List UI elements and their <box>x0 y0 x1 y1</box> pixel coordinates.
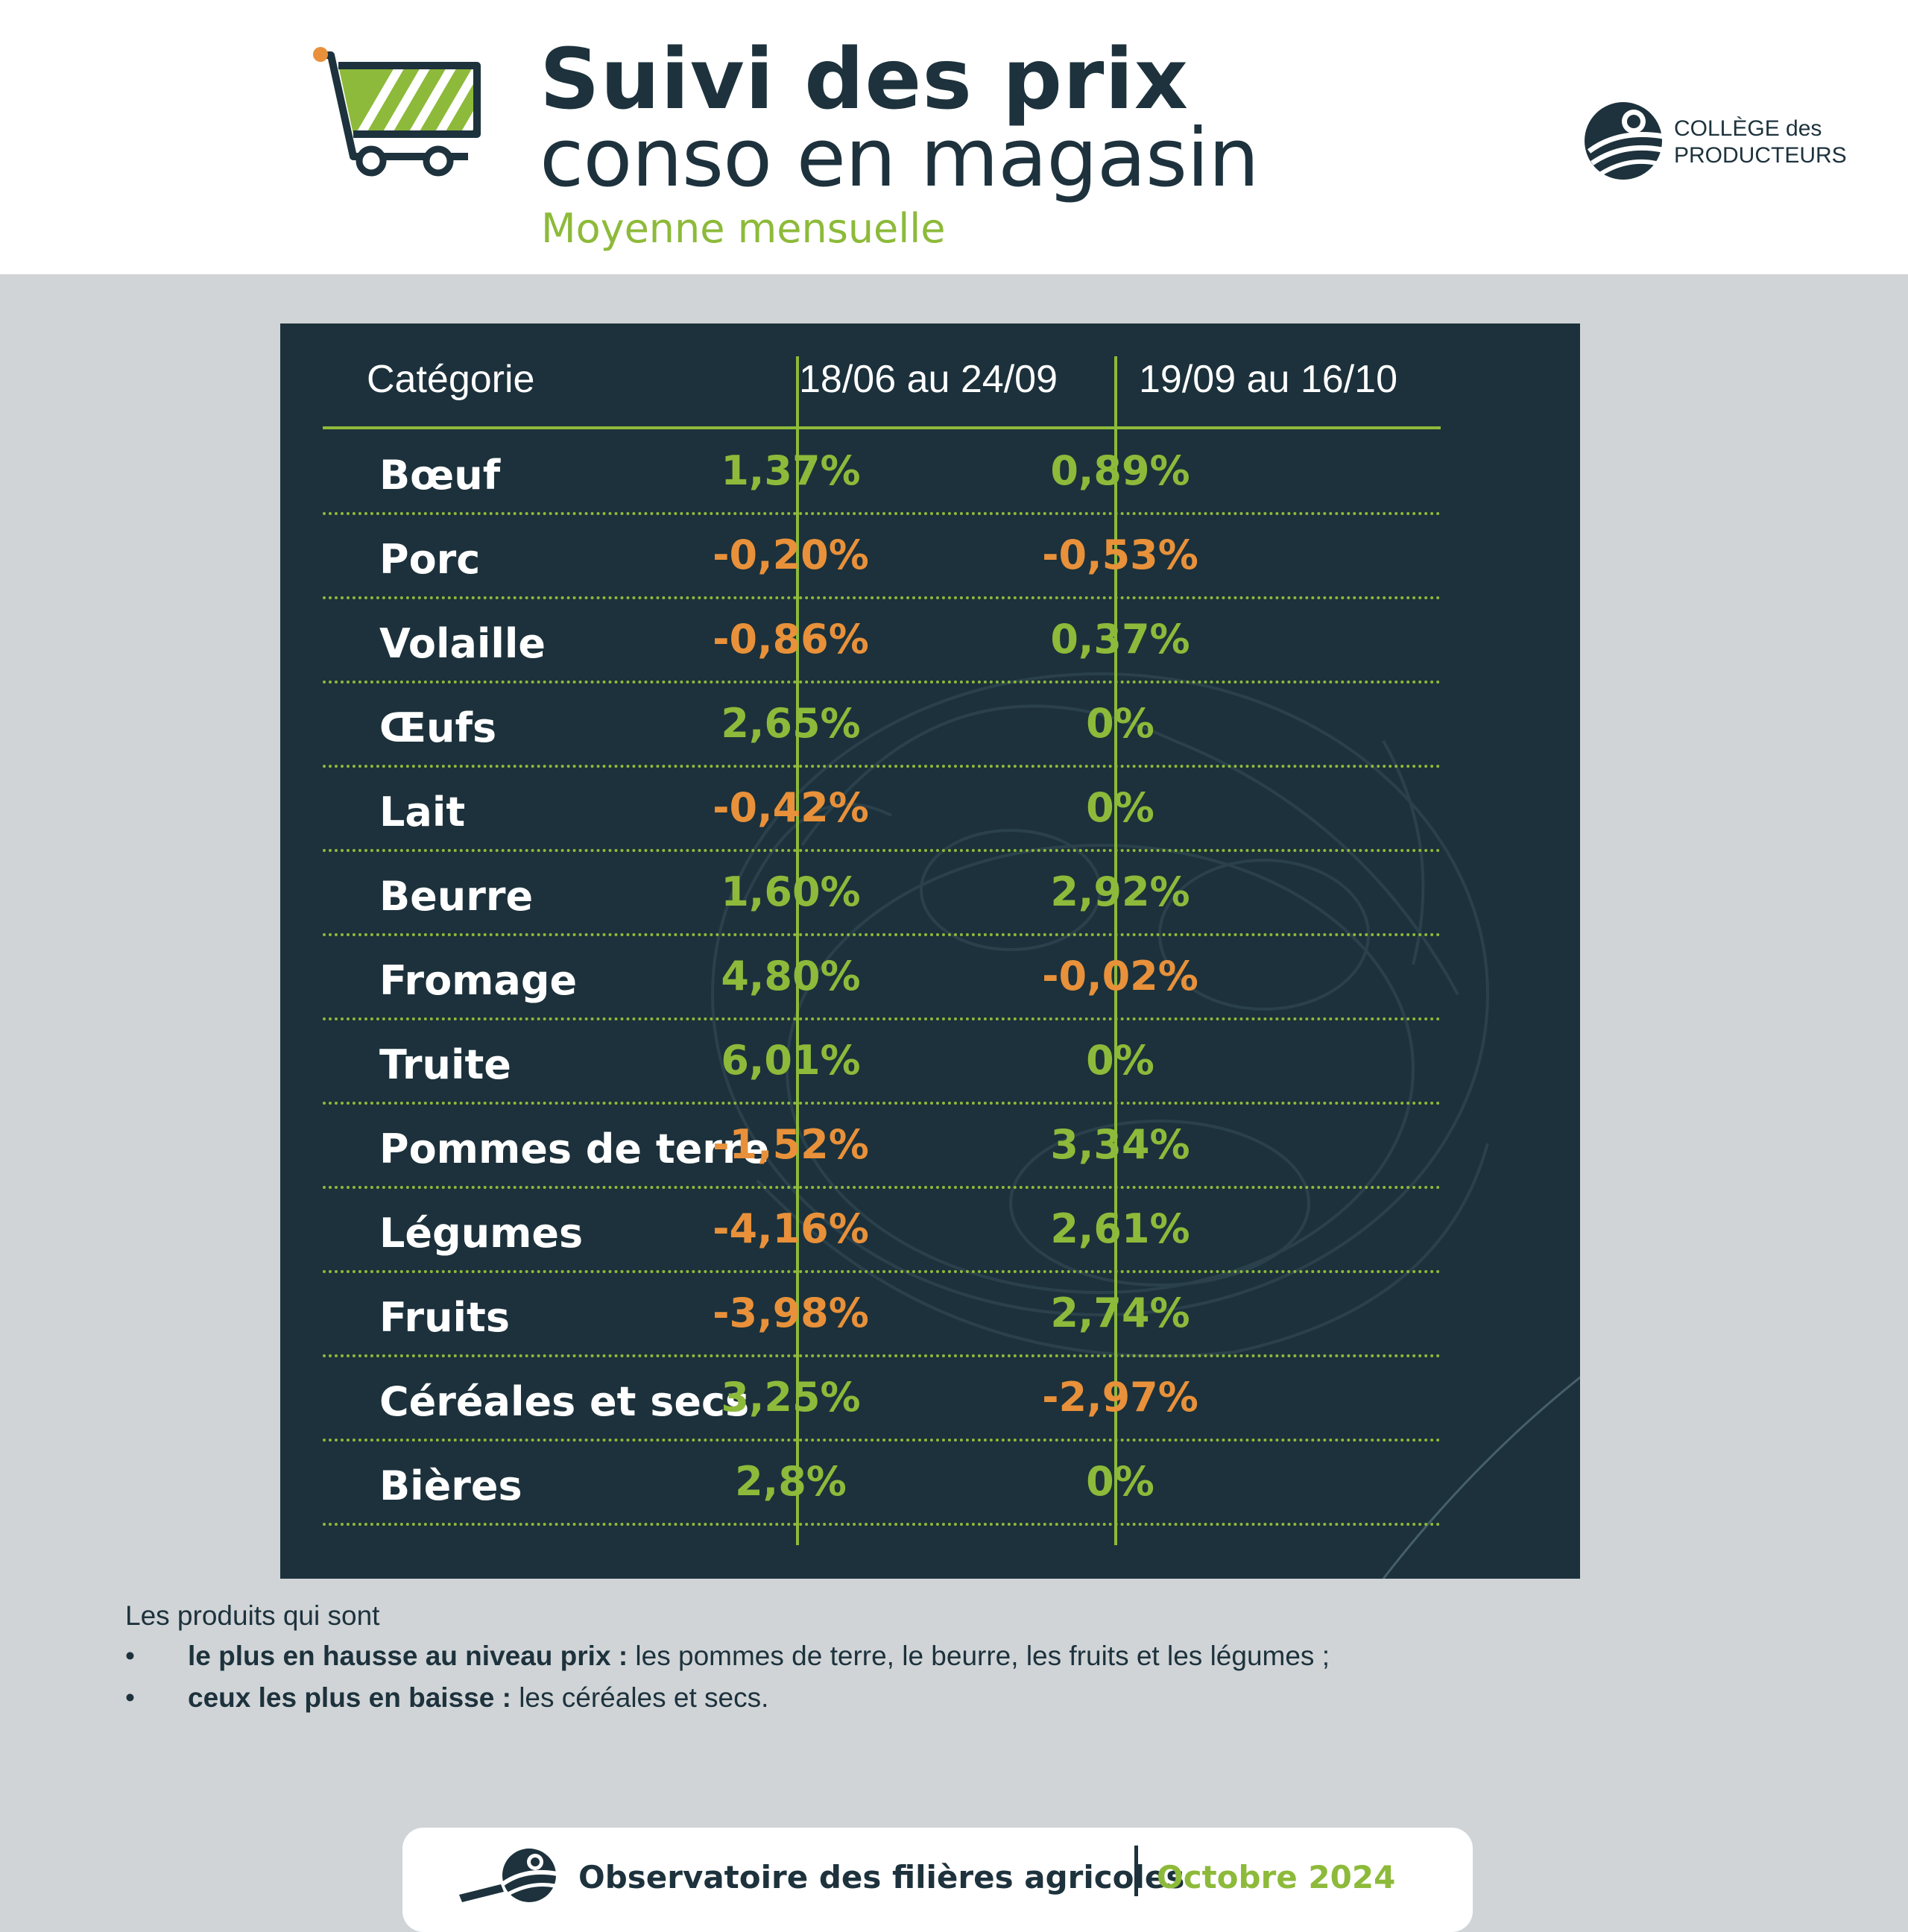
period-2-value: 3,34% <box>1050 1121 1190 1168</box>
table-row: Beurre 1,60% 2,92% <box>323 852 1441 936</box>
price-table-panel: Catégorie 18/06 au 24/09 19/09 au 16/10 … <box>280 323 1580 1579</box>
note-1-bold: le plus en hausse au niveau prix : <box>188 1641 628 1671</box>
footer-label: Observatoire des filières agricoles <box>578 1859 1185 1895</box>
table-row: Fruits -3,98% 2,74% <box>323 1273 1441 1357</box>
period-2-value: 0% <box>1086 784 1154 831</box>
observatoire-logo-icon <box>459 1849 558 1902</box>
footer-separator <box>1134 1846 1138 1896</box>
period-1-value: 4,80% <box>721 953 861 1000</box>
table-row: Bœuf 1,37% 0,89% <box>323 431 1441 515</box>
page-subtitle: Moyenne mensuelle <box>541 205 946 252</box>
period-2-value: 2,61% <box>1050 1205 1190 1252</box>
period-1-value: -1,52% <box>713 1121 869 1168</box>
period-2-value: 2,92% <box>1050 868 1190 915</box>
period-1-value: 3,25% <box>721 1374 861 1421</box>
footer: Observatoire des filières agricoles Octo… <box>402 1828 1473 1932</box>
period-2-value: 0% <box>1086 1037 1154 1084</box>
college-logo-icon <box>1585 102 1664 180</box>
column-header-period-2: 19/09 au 16/10 <box>1139 358 1397 401</box>
period-1-value: -0,20% <box>713 531 869 578</box>
notes-intro: Les produits qui sont <box>125 1600 380 1631</box>
period-1-value: 6,01% <box>721 1037 861 1084</box>
period-1-value: 1,37% <box>721 447 861 494</box>
header-divider <box>323 426 1441 429</box>
column-header-category: Catégorie <box>367 358 535 401</box>
shopping-cart-icon <box>313 47 481 177</box>
column-divider-2 <box>1114 356 1117 1545</box>
table-row: Fromage 4,80% -0,02% <box>323 936 1441 1020</box>
page-title: Suivi des prix <box>540 31 1190 128</box>
period-1-value: 2,8% <box>735 1458 847 1505</box>
bullet: • <box>125 1682 135 1713</box>
category-cell: Œufs <box>379 704 497 751</box>
category-cell: Fromage <box>379 957 578 1004</box>
table-row: Lait -0,42% 0% <box>323 768 1441 852</box>
category-cell: Lait <box>379 789 466 836</box>
period-2-value: 2,74% <box>1050 1289 1190 1336</box>
table-row: Céréales et secs 3,25% -2,97% <box>323 1357 1441 1442</box>
bullet: • <box>125 1641 135 1671</box>
period-1-value: -0,42% <box>713 784 869 831</box>
period-1-value: 2,65% <box>721 700 861 747</box>
note-2-text: les céréales et secs. <box>511 1682 769 1713</box>
category-cell: Bœuf <box>379 452 501 499</box>
table-row: Bières 2,8% 0% <box>323 1442 1441 1526</box>
note-2-bold: ceux les plus en baisse : <box>188 1682 511 1713</box>
category-cell: Pommes de terre <box>379 1126 770 1172</box>
table-row: Légumes -4,16% 2,61% <box>323 1189 1441 1273</box>
column-header-period-1: 18/06 au 24/09 <box>799 358 1058 401</box>
period-2-value: 0% <box>1086 1458 1154 1505</box>
period-1-value: -3,98% <box>713 1289 869 1336</box>
column-divider-1 <box>796 356 799 1545</box>
period-2-value: -2,97% <box>1042 1374 1198 1421</box>
period-1-value: -4,16% <box>713 1205 869 1252</box>
period-2-value: 0% <box>1086 700 1154 747</box>
table-row: Porc -0,20% -0,53% <box>323 515 1441 599</box>
period-2-value: 0,89% <box>1050 447 1190 494</box>
note-1-text: les pommes de terre, le beurre, les frui… <box>628 1641 1330 1671</box>
period-1-value: -0,86% <box>713 616 869 663</box>
category-cell: Légumes <box>379 1210 584 1257</box>
page-title-line2: conso en magasin <box>540 112 1260 205</box>
category-cell: Truite <box>379 1041 511 1088</box>
table-row: Volaille -0,86% 0,37% <box>323 599 1441 684</box>
college-logo-text: COLLÈGE des PRODUCTEURS <box>1674 116 1847 168</box>
period-1-value: 1,60% <box>721 868 861 915</box>
category-cell: Beurre <box>379 873 534 920</box>
category-cell: Fruits <box>379 1294 510 1341</box>
footer-date: Octobre 2024 <box>1157 1859 1396 1895</box>
period-2-value: -0,02% <box>1042 953 1198 1000</box>
header: Suivi des prix conso en magasin Moyenne … <box>0 0 1908 274</box>
category-cell: Céréales et secs <box>379 1378 750 1425</box>
period-2-value: -0,53% <box>1042 531 1198 578</box>
category-cell: Bières <box>379 1462 522 1509</box>
table-row: Truite 6,01% 0% <box>323 1020 1441 1105</box>
period-2-value: 0,37% <box>1050 616 1190 663</box>
table-row: Œufs 2,65% 0% <box>323 684 1441 768</box>
category-cell: Volaille <box>379 620 546 667</box>
table-row: Pommes de terre -1,52% 3,34% <box>323 1105 1441 1189</box>
category-cell: Porc <box>379 536 481 583</box>
